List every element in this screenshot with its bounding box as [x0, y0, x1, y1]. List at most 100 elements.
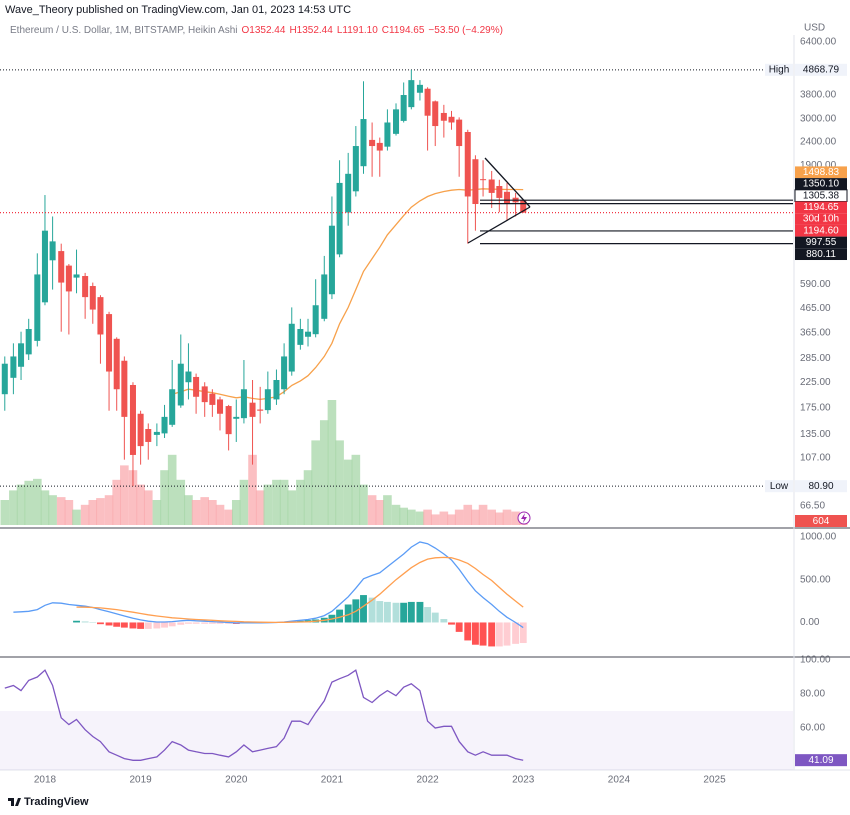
histogram-bar	[137, 622, 145, 629]
volume-bar	[399, 507, 408, 525]
candle-body	[264, 389, 271, 411]
y-tick-label: 66.50	[800, 501, 825, 512]
legend: Ethereum / U.S. Dollar, 1M, BITSTAMP, He…	[10, 25, 503, 36]
extreme-tag-label: Low	[770, 481, 789, 492]
candle-body	[448, 116, 455, 123]
candle-body	[273, 380, 280, 400]
histogram-bar	[89, 622, 97, 623]
candle-body	[73, 274, 80, 278]
volume-bar	[48, 495, 57, 525]
candle-body	[249, 402, 256, 417]
volume-bar	[415, 511, 425, 525]
y-tick-label: 3800.00	[800, 90, 837, 101]
candle-body	[472, 159, 479, 205]
histogram-bar	[113, 622, 121, 627]
extreme-tag	[765, 63, 793, 76]
volume-bar	[56, 497, 66, 525]
volume-bar	[191, 500, 201, 525]
macd-line	[76, 556, 524, 624]
candle-body	[305, 331, 312, 337]
candle-body	[360, 119, 367, 167]
histogram-bar	[168, 622, 176, 627]
histogram-bar	[495, 622, 503, 647]
y-tick-label: 0.00	[800, 617, 820, 628]
candle-body	[328, 225, 335, 295]
histogram-bar	[73, 620, 80, 623]
candle-body	[129, 384, 136, 455]
volume-bar	[375, 500, 385, 525]
y-tick-label: 500.00	[800, 574, 831, 585]
price-label-box	[795, 166, 847, 179]
candle-body	[121, 360, 128, 417]
price-label-box	[795, 224, 847, 237]
legend-value: L1191.10	[337, 25, 378, 36]
volume-bar	[88, 500, 98, 525]
volume-bar	[80, 504, 90, 525]
x-tick-label: 2022	[416, 775, 439, 786]
candle-body	[281, 356, 288, 390]
candle-body	[384, 122, 391, 147]
publisher: Wave_Theory published on TradingView.com…	[5, 4, 351, 16]
legend-value: O1352.44	[242, 25, 286, 36]
y-tick-label: 3000.00	[800, 114, 837, 125]
volume-bar	[104, 495, 114, 525]
volume-bar	[152, 500, 162, 525]
volume-bar	[263, 484, 273, 525]
candle-body	[432, 101, 439, 127]
candle-body	[161, 416, 168, 434]
histogram-bar	[336, 609, 344, 623]
volume-bar	[24, 480, 34, 525]
candle-body	[503, 191, 510, 205]
candle-body	[393, 109, 400, 134]
candle-body	[10, 356, 17, 378]
volume-bar	[439, 511, 449, 525]
volume-bar	[478, 504, 488, 525]
volume-label-box	[795, 515, 847, 527]
price-label: 1350.10	[803, 179, 840, 190]
candle-body	[106, 314, 113, 372]
candle-body	[58, 251, 65, 283]
candle-body	[193, 376, 200, 397]
extreme-box	[795, 63, 847, 76]
candle-body	[336, 182, 343, 255]
candle-body	[233, 416, 240, 419]
volume-bar	[33, 478, 42, 525]
volume-bar	[471, 509, 480, 525]
y-tick-label: 135.00	[800, 429, 831, 440]
rsi-band	[0, 711, 793, 770]
legend-value: −53.50 (−4.29%)	[428, 25, 503, 36]
candle-body	[97, 297, 104, 335]
candle-body	[376, 142, 383, 151]
histogram-bar	[129, 622, 137, 629]
candle-body	[1, 363, 8, 395]
volume-bar	[319, 420, 329, 525]
volume-bar	[454, 509, 464, 525]
candle-body	[225, 406, 232, 435]
candle-body	[424, 88, 431, 116]
candle-body	[297, 328, 304, 345]
x-tick-label: 2025	[703, 775, 726, 786]
volume-bar	[40, 490, 50, 525]
event-icon-bolt	[521, 513, 527, 523]
candle-body	[89, 286, 96, 310]
rsi-line	[4, 669, 524, 761]
volume-bar	[167, 454, 177, 525]
histogram-bar	[512, 622, 520, 644]
price-label: 1498.83	[803, 167, 840, 178]
y-tick-label: 60.00	[800, 723, 825, 734]
histogram-bar	[479, 622, 487, 646]
volume-bar	[208, 500, 217, 525]
legend-value: C1194.65	[382, 25, 425, 36]
candle-body	[520, 199, 527, 213]
volume-bar	[239, 479, 249, 525]
price-label: 997.55	[806, 237, 837, 248]
histogram-bar	[440, 619, 448, 623]
volume-bar	[335, 440, 344, 525]
rsi-last-label: 41.09	[808, 755, 833, 766]
price-label-box	[795, 213, 847, 225]
volume-bar	[287, 490, 297, 525]
y-tick-label: 175.00	[800, 402, 831, 413]
volume-label: 604	[813, 516, 830, 527]
extreme-value: 80.90	[808, 481, 833, 492]
